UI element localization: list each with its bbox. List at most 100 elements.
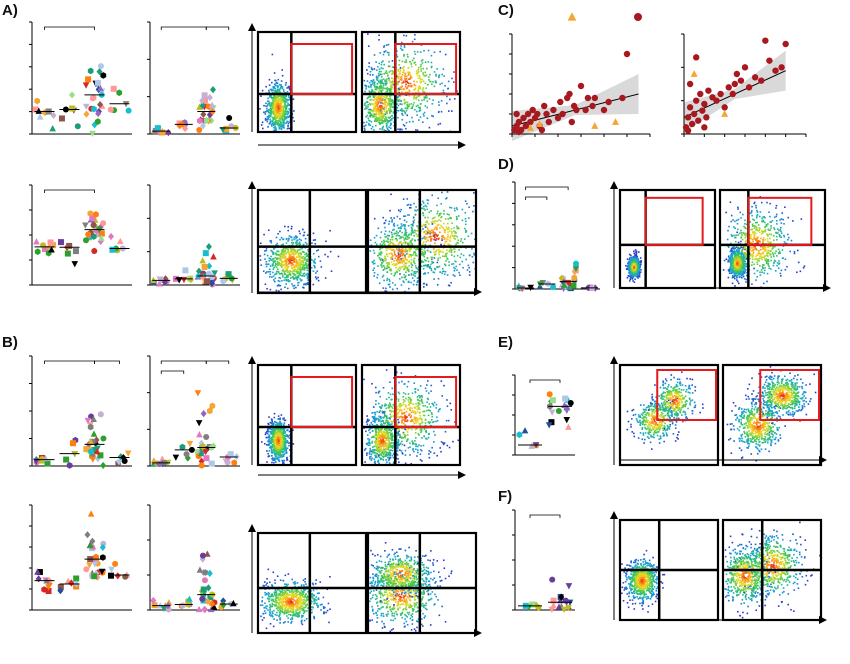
- event-dot: [401, 380, 403, 383]
- event-dot: [376, 78, 378, 80]
- event-dot: [435, 220, 438, 222]
- event-dot: [455, 207, 458, 209]
- event-dot: [397, 418, 399, 421]
- event-dot: [379, 90, 382, 93]
- event-dot: [279, 126, 282, 128]
- event-dot: [394, 284, 396, 286]
- event-dot: [416, 96, 418, 98]
- event-dot: [383, 63, 385, 66]
- event-dot: [409, 61, 412, 63]
- event-dot: [389, 70, 392, 72]
- event-dot: [458, 249, 460, 251]
- event-dot: [375, 88, 378, 91]
- event-dot: [379, 243, 382, 245]
- event-dot: [377, 109, 379, 111]
- event-dot: [275, 263, 277, 266]
- event-dot: [408, 214, 410, 216]
- event-dot: [402, 242, 405, 244]
- event-dot: [411, 269, 413, 272]
- event-dot: [286, 269, 289, 272]
- flow-plot-A2-hd: [256, 188, 368, 295]
- event-dot: [283, 447, 286, 450]
- data-point: [550, 283, 556, 291]
- data-point: [97, 63, 104, 70]
- event-dot: [438, 219, 440, 221]
- event-dot: [388, 120, 390, 123]
- event-dot: [367, 117, 370, 120]
- data-point: [179, 443, 186, 451]
- event-dot: [399, 68, 401, 71]
- event-dot: [397, 100, 399, 103]
- event-dot: [404, 254, 406, 257]
- data-point: [198, 462, 205, 469]
- event-dot: [273, 428, 276, 430]
- event-dot: [375, 111, 378, 114]
- event-dot: [383, 80, 386, 82]
- data-point: [154, 125, 161, 132]
- event-dot: [421, 78, 423, 81]
- event-dot: [277, 114, 280, 116]
- event-dot: [285, 242, 288, 244]
- event-dot: [446, 249, 448, 251]
- event-dot: [415, 98, 418, 100]
- event-dot: [473, 192, 475, 194]
- event-dot: [314, 239, 317, 241]
- event-dot: [376, 82, 379, 85]
- event-dot: [407, 234, 410, 237]
- event-dot: [277, 98, 280, 100]
- event-dot: [272, 101, 274, 103]
- event-dot: [292, 268, 294, 271]
- event-dot: [275, 421, 277, 424]
- event-dot: [425, 67, 428, 70]
- event-dot: [455, 260, 457, 263]
- event-dot: [275, 289, 278, 292]
- event-dot: [279, 118, 281, 120]
- data-point: [199, 595, 206, 602]
- event-dot: [414, 53, 417, 55]
- event-dot: [277, 432, 279, 435]
- event-dot: [434, 233, 437, 236]
- event-dot: [388, 234, 390, 237]
- data-point: [97, 452, 104, 459]
- event-dot: [385, 95, 388, 97]
- event-dot: [299, 232, 301, 235]
- event-dot: [266, 110, 269, 112]
- event-dot: [420, 265, 423, 268]
- event-dot: [285, 122, 288, 124]
- event-dot: [263, 442, 266, 445]
- event-dot: [441, 267, 444, 270]
- data-point: [570, 282, 577, 289]
- event-dot: [464, 223, 467, 226]
- event-dot: [275, 129, 277, 132]
- event-dot: [365, 121, 368, 124]
- event-dot: [388, 89, 391, 91]
- event-dot: [383, 279, 385, 282]
- data-point: [565, 605, 572, 612]
- event-dot: [447, 228, 450, 230]
- event-dot: [296, 249, 299, 251]
- event-dot: [387, 128, 389, 131]
- event-dot: [391, 103, 393, 105]
- event-dot: [435, 81, 438, 84]
- event-dot: [414, 33, 416, 36]
- event-dot: [268, 103, 271, 105]
- data-point: [549, 397, 556, 404]
- event-dot: [384, 50, 387, 52]
- event-dot: [413, 382, 416, 385]
- event-dot: [384, 226, 386, 229]
- event-dot: [382, 99, 385, 102]
- event-dot: [287, 225, 290, 228]
- event-dot: [465, 258, 467, 261]
- event-dot: [384, 98, 386, 101]
- event-dot: [432, 81, 434, 83]
- event-dot: [413, 279, 416, 282]
- event-dot: [376, 85, 379, 88]
- event-dot: [448, 226, 450, 229]
- event-dot: [306, 234, 309, 236]
- data-point: [69, 440, 76, 447]
- event-dot: [385, 369, 388, 371]
- event-dot: [405, 221, 408, 223]
- data-point: [68, 579, 75, 587]
- event-dot: [412, 104, 415, 106]
- event-dot: [381, 95, 384, 98]
